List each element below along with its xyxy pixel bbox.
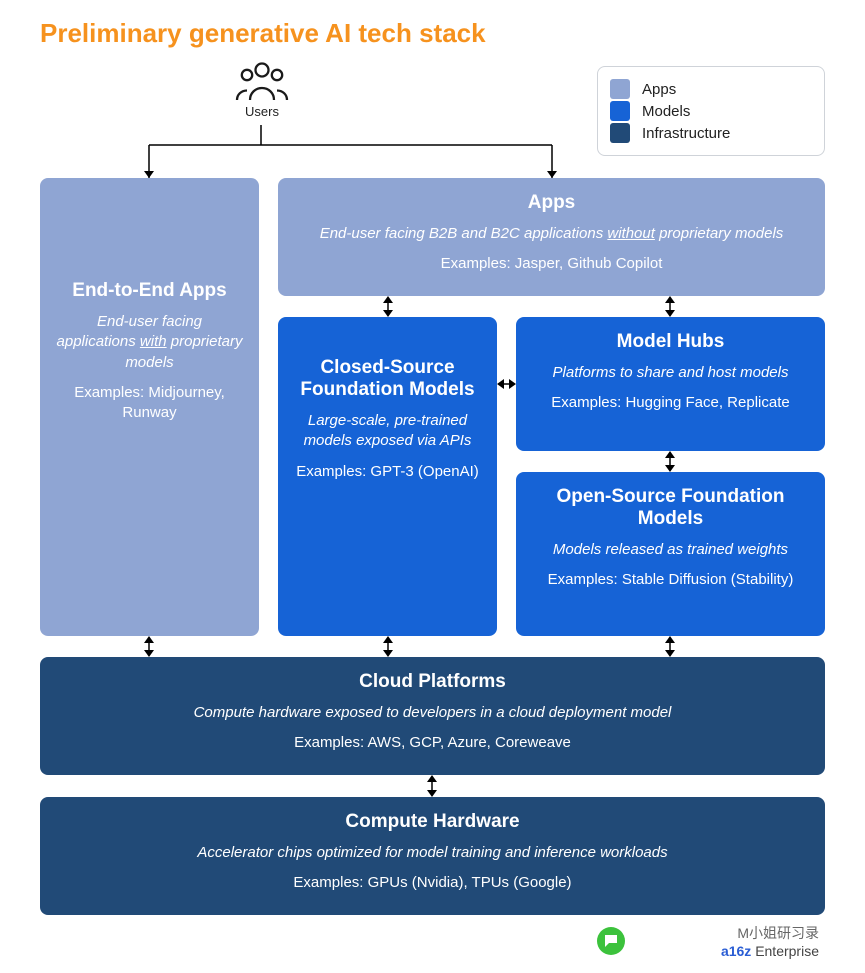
box-compute-hardware: Compute Hardware Accelerator chips optim… (40, 797, 825, 915)
chat-icon (597, 927, 625, 955)
legend-item-infrastructure: Infrastructure (610, 123, 810, 143)
legend-swatch (610, 79, 630, 99)
box-examples: Examples: GPUs (Nvidia), TPUs (Google) (56, 873, 809, 893)
box-model-hubs: Model Hubs Platforms to share and host m… (516, 317, 825, 451)
box-desc: Platforms to share and host models (532, 363, 809, 383)
box-title: Cloud Platforms (56, 671, 809, 693)
legend: Apps Models Infrastructure (597, 66, 825, 156)
box-examples: Examples: Stable Diffusion (Stability) (532, 570, 809, 590)
box-cloud-platforms: Cloud Platforms Compute hardware exposed… (40, 657, 825, 775)
box-title: Closed-Source Foundation Models (294, 357, 481, 401)
box-desc: End-user facing applications with propri… (56, 312, 243, 373)
box-desc: End-user facing B2B and B2C applications… (294, 224, 809, 244)
box-title: Compute Hardware (56, 811, 809, 833)
box-title: Apps (294, 192, 809, 214)
box-examples: Examples: AWS, GCP, Azure, Coreweave (56, 733, 809, 753)
users-label: Users (227, 104, 297, 119)
legend-label: Infrastructure (642, 125, 730, 142)
legend-swatch (610, 123, 630, 143)
watermark-line2: a16z Enterprise (721, 943, 819, 959)
watermark: M小姐研习录 a16z Enterprise (721, 923, 819, 959)
box-title: End-to-End Apps (56, 280, 243, 302)
box-title: Open-Source Foundation Models (532, 486, 809, 530)
box-end-to-end-apps: End-to-End Apps End-user facing applicat… (40, 178, 259, 636)
box-title: Model Hubs (532, 331, 809, 353)
page-title: Preliminary generative AI tech stack (40, 18, 486, 49)
box-open-source-models: Open-Source Foundation Models Models rel… (516, 472, 825, 636)
box-desc: Models released as trained weights (532, 540, 809, 560)
box-apps: Apps End-user facing B2B and B2C applica… (278, 178, 825, 296)
box-examples: Examples: Hugging Face, Replicate (532, 393, 809, 413)
box-closed-source-models: Closed-Source Foundation Models Large-sc… (278, 317, 497, 636)
legend-item-models: Models (610, 101, 810, 121)
box-examples: Examples: Jasper, Github Copilot (294, 254, 809, 274)
users-icon (234, 60, 290, 102)
box-desc: Compute hardware exposed to developers i… (56, 703, 809, 723)
users-block: Users (227, 60, 297, 119)
legend-label: Apps (642, 81, 676, 98)
legend-label: Models (642, 103, 690, 120)
box-desc: Accelerator chips optimized for model tr… (56, 843, 809, 863)
box-examples: Examples: Midjourney, Runway (56, 383, 243, 424)
box-examples: Examples: GPT-3 (OpenAI) (294, 462, 481, 482)
legend-item-apps: Apps (610, 79, 810, 99)
watermark-line1: M小姐研习录 (721, 923, 819, 943)
legend-swatch (610, 101, 630, 121)
box-desc: Large-scale, pre-trained models exposed … (294, 411, 481, 452)
